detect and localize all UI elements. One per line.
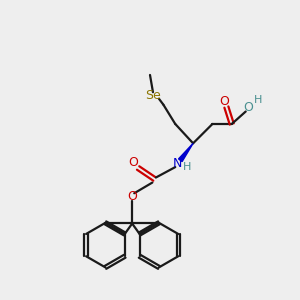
Text: N: N [173, 157, 182, 170]
Text: H: H [254, 94, 263, 105]
Text: O: O [219, 94, 229, 108]
Polygon shape [178, 143, 193, 162]
Text: O: O [244, 101, 254, 114]
Text: Se: Se [145, 89, 161, 102]
Text: O: O [128, 156, 138, 169]
Text: O: O [127, 190, 137, 203]
Text: H: H [183, 162, 191, 172]
